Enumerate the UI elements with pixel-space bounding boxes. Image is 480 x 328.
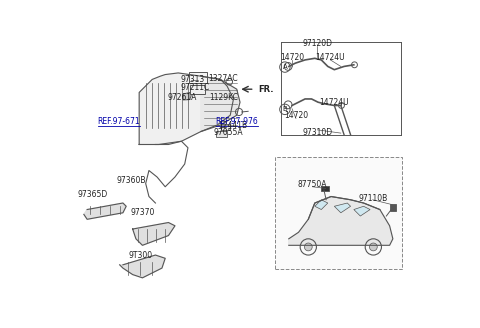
- Text: 12441B: 12441B: [218, 121, 247, 130]
- Text: 9T300: 9T300: [129, 251, 153, 260]
- Text: 97120D: 97120D: [302, 39, 333, 48]
- Polygon shape: [354, 206, 370, 216]
- Circle shape: [370, 243, 377, 251]
- Text: 14720: 14720: [280, 53, 304, 62]
- Polygon shape: [334, 203, 350, 213]
- FancyBboxPatch shape: [190, 85, 204, 94]
- Text: FR.: FR.: [258, 85, 274, 94]
- Text: 97360B: 97360B: [116, 176, 146, 185]
- Polygon shape: [84, 203, 126, 219]
- Polygon shape: [132, 222, 175, 245]
- FancyBboxPatch shape: [216, 132, 227, 137]
- Polygon shape: [315, 200, 328, 210]
- Circle shape: [304, 243, 312, 251]
- Text: 14720: 14720: [284, 112, 308, 120]
- Polygon shape: [201, 76, 240, 132]
- FancyBboxPatch shape: [390, 204, 396, 211]
- Text: 14724U: 14724U: [320, 98, 349, 107]
- Text: 97211C: 97211C: [180, 83, 210, 92]
- Text: 97261A: 97261A: [168, 93, 197, 102]
- Polygon shape: [183, 92, 191, 100]
- FancyBboxPatch shape: [321, 186, 329, 191]
- Polygon shape: [120, 255, 165, 278]
- Text: 1327AC: 1327AC: [208, 74, 238, 83]
- Text: 97310D: 97310D: [302, 128, 333, 137]
- Text: 97365D: 97365D: [78, 190, 108, 199]
- FancyBboxPatch shape: [275, 157, 402, 269]
- Text: 97055A: 97055A: [214, 128, 243, 137]
- FancyBboxPatch shape: [189, 72, 206, 83]
- Text: A: A: [283, 64, 287, 70]
- Polygon shape: [139, 73, 233, 145]
- Text: 1129KC: 1129KC: [209, 93, 238, 102]
- Text: REF.97-976: REF.97-976: [216, 117, 258, 126]
- Text: B: B: [283, 106, 287, 113]
- Polygon shape: [289, 196, 393, 245]
- Text: 14724U: 14724U: [315, 53, 345, 62]
- Text: 97313: 97313: [180, 75, 205, 84]
- Text: 87750A: 87750A: [298, 180, 327, 189]
- FancyBboxPatch shape: [221, 124, 230, 130]
- Text: 97110B: 97110B: [358, 194, 387, 203]
- Text: 97370: 97370: [130, 208, 155, 216]
- Text: REF.97-671: REF.97-671: [98, 117, 140, 126]
